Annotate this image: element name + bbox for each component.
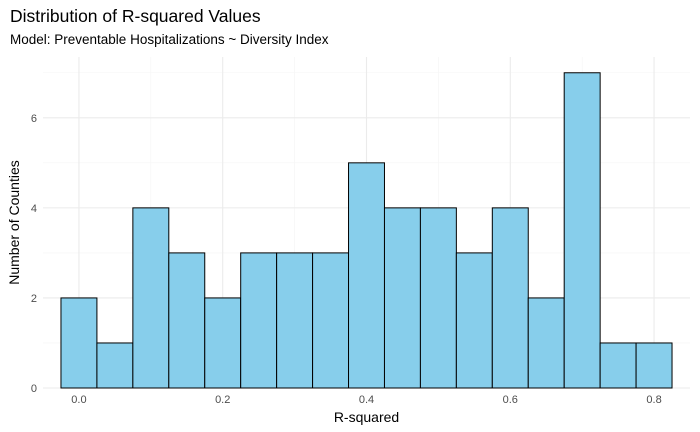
histogram-bar [204,297,242,389]
histogram-bar [348,162,385,389]
histogram-bar [240,252,278,389]
x-tick-label: 0.2 [215,394,230,406]
y-tick-label: 6 [31,113,37,125]
chart-title: Distribution of R-squared Values [10,6,261,26]
x-axis-title: R-squared [334,409,399,425]
y-axis-ticks: 0 2 4 6 [31,113,37,395]
x-tick-label: 0.4 [359,394,374,406]
x-axis-ticks: 0.0 0.2 0.4 0.6 0.8 [71,394,661,406]
y-tick-label: 2 [31,293,37,305]
y-tick-label: 4 [31,203,37,215]
histogram-bar [635,342,673,389]
x-tick-label: 0.8 [646,394,661,406]
histogram-bar [60,297,98,389]
y-axis-title: Number of Counties [6,160,22,285]
x-tick-label: 0.6 [503,394,518,406]
histogram-bar [563,72,601,389]
histogram-bars [60,72,673,389]
x-tick-label: 0.0 [71,394,86,406]
histogram-bar [455,252,493,389]
histogram-bar [383,207,421,389]
histogram-bar [527,297,565,389]
histogram-bar [419,207,457,389]
histogram-bar [276,252,314,389]
histogram-bar [491,207,529,389]
histogram-bar [312,252,350,389]
chart-subtitle: Model: Preventable Hospitalizations ~ Di… [10,32,329,47]
y-tick-label: 0 [31,383,37,395]
histogram-bar [168,252,206,389]
histogram-bar [132,207,170,389]
histogram-bar [599,342,637,389]
histogram-bar [96,342,134,389]
